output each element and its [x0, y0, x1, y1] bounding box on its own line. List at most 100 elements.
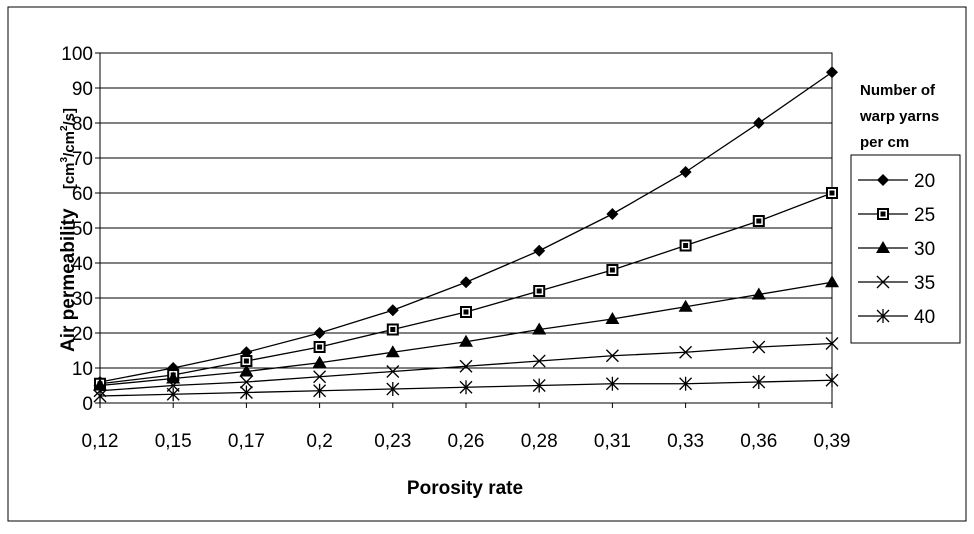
x-tick-label: 0,23 — [374, 431, 411, 452]
data-point-30 — [166, 371, 181, 384]
legend-marker-40 — [876, 309, 890, 323]
x-tick-labels: 0,12 0,15 0,17 0,2 0,23 0,26 0,28 0,31 0,33 0,36 0… — [82, 403, 850, 452]
data-point-20 — [386, 304, 399, 317]
data-point-40 — [313, 383, 327, 398]
data-point-20 — [752, 117, 765, 129]
y-axis-title-main: Air permeability — [58, 208, 79, 352]
data-point-35 — [313, 370, 327, 384]
data-point-40 — [386, 382, 400, 396]
data-point-30 — [312, 355, 327, 368]
data-point-20 — [460, 276, 472, 289]
data-point-20 — [679, 166, 692, 178]
y-tick-label: 100 — [61, 44, 93, 65]
y-tick-label: 80 — [72, 114, 93, 135]
chart-outer-frame — [7, 6, 967, 522]
data-point-35 — [752, 340, 766, 354]
legend-items: 20 25 30 35 40 — [858, 171, 935, 328]
data-point-25 — [752, 215, 765, 227]
y-tick-label: 50 — [72, 219, 93, 240]
data-point-20 — [533, 244, 546, 257]
legend-box — [850, 154, 961, 344]
data-point-30 — [532, 322, 547, 335]
y-tick-label: 0 — [82, 394, 93, 415]
data-point-40 — [93, 389, 107, 403]
x-tick-label: 0,33 — [667, 431, 704, 452]
data-point-35 — [679, 345, 693, 359]
legend-item-40: 40 — [858, 307, 935, 328]
y-tick-label: 60 — [72, 184, 93, 205]
data-point-20 — [826, 66, 838, 79]
legend-marker-25 — [877, 208, 889, 220]
y-tick-label: 20 — [72, 324, 93, 345]
legend-item-20: 20 — [858, 171, 935, 192]
data-point-25 — [386, 323, 399, 336]
data-point-35 — [532, 354, 546, 368]
legend-title-line-3: per cm — [860, 134, 909, 151]
legend-label: 40 — [914, 307, 935, 328]
y-axis-unit-tail: /s] — [61, 108, 78, 126]
data-point-30 — [385, 345, 400, 358]
legend-item-35: 35 — [858, 273, 935, 294]
y-tick-label: 90 — [72, 79, 93, 100]
y-axis-unit: [cm3/cm2/s] — [59, 108, 78, 189]
legend-label: 30 — [914, 239, 935, 260]
data-point-30 — [678, 299, 693, 312]
data-point-35 — [605, 349, 619, 363]
data-point-40 — [166, 387, 180, 402]
legend-label: 35 — [914, 273, 935, 294]
y-axis-unit-mid: /cm — [61, 131, 78, 157]
data-point-25 — [679, 239, 692, 252]
y-tick-label: 70 — [72, 149, 93, 170]
y-axis-unit-sup-1: 3 — [59, 156, 70, 162]
data-point-30 — [751, 287, 766, 300]
data-point-40 — [752, 375, 766, 389]
x-axis-title: Porosity rate — [407, 478, 523, 499]
data-point-25 — [313, 341, 326, 353]
legend-item-30: 30 — [858, 239, 935, 260]
data-point-40 — [532, 378, 546, 393]
data-point-30 — [825, 275, 839, 288]
data-point-35 — [459, 359, 473, 373]
data-point-40 — [679, 376, 693, 391]
x-tick-label: 0,17 — [228, 431, 265, 452]
data-point-40 — [825, 373, 839, 388]
series-40 — [93, 373, 839, 403]
x-tick-label: 0,36 — [740, 431, 777, 452]
data-point-40 — [239, 385, 253, 400]
legend-title-line-1: Number of — [860, 82, 936, 99]
data-point-30 — [239, 364, 254, 377]
legend-title-line-2: warp yarns — [859, 108, 939, 125]
y-tick-label: 10 — [72, 359, 93, 380]
legend-marker-35 — [876, 275, 890, 289]
gridlines — [100, 87, 832, 369]
x-tick-label: 0,26 — [448, 431, 485, 452]
data-point-30 — [459, 334, 473, 347]
legend: Number of warp yarns per cm 20 25 30 35 40 — [850, 82, 961, 344]
data-point-25 — [240, 355, 253, 367]
data-point-25 — [460, 306, 472, 318]
data-point-20 — [606, 208, 619, 220]
y-tick-labels: 0 10 20 30 40 50 60 70 80 90 100 — [61, 44, 100, 415]
legend-label: 20 — [914, 171, 935, 192]
y-axis-unit-base: [cm — [61, 162, 78, 189]
x-tick-label: 0,15 — [155, 431, 192, 452]
y-tick-label: 30 — [72, 289, 93, 310]
y-axis-title: Air permeability [cm3/cm2/s] — [58, 108, 79, 352]
data-series — [93, 66, 839, 403]
data-point-35 — [386, 365, 400, 378]
data-point-25 — [826, 187, 838, 199]
data-point-25 — [606, 264, 619, 276]
data-point-35 — [825, 337, 839, 350]
x-tick-label: 0,28 — [521, 431, 558, 452]
x-tick-label: 0,12 — [82, 431, 119, 452]
data-point-40 — [459, 380, 473, 395]
y-tick-label: 40 — [72, 254, 93, 275]
data-point-35 — [239, 375, 253, 389]
y-axis-unit-sup-2: 2 — [59, 125, 70, 131]
data-point-40 — [605, 376, 619, 391]
legend-label: 25 — [914, 205, 935, 226]
legend-marker-20 — [877, 174, 889, 186]
x-tick-label: 0,2 — [306, 431, 332, 452]
